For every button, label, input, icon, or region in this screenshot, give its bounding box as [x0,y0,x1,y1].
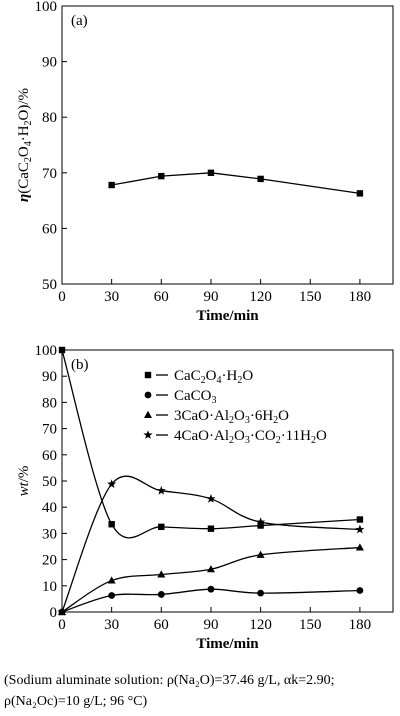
panel-b-xtick-label-2: 60 [154,617,169,633]
panel-a-ytick-label-0: 50 [42,277,57,293]
panel-a-panel-label: (a) [71,13,88,29]
panel-a-xtick-label-2: 60 [154,289,169,305]
legend-marker-0 [144,371,152,379]
legend-label-3: 4CaO·Al2O3·CO2·11H2O [174,428,327,446]
panel-a-point-1 [158,172,165,180]
panel-a-ytick-label-1: 60 [42,221,57,237]
panel-b-ytick-label-5: 50 [42,474,57,490]
panel-b-series-1-point-3 [207,585,215,593]
panel-b-series-3-point-3 [206,494,216,503]
panel-b-series-3-point-4 [256,517,266,527]
panel-b-series-line-0 [61,349,360,539]
panel-b-chart: 0 30 60 90 120 150 180 0 10 20 30 40 50 60 70 80 90 100 Ti… [16,343,394,652]
panel-a-xtick-label-4: 120 [249,289,272,305]
panel-b-x-axis-label: Time/min [196,636,259,652]
panel-a-series-line [111,172,360,195]
panel-b-series-0-point-0 [58,346,66,354]
panel-b-series-1-point-2 [157,591,165,598]
legend-label-2: 3CaO·Al2O3·6H2O [174,408,289,426]
legend-marker-3 [143,430,153,439]
caption-line-2: ρ(Na₂Oc)=10 g/L; 96 °C) [4,694,148,709]
panel-a-plot-frame [61,5,394,285]
panel-b-xtick-label-4: 120 [249,617,272,633]
panel-b-ytick-label-7: 70 [42,422,57,438]
panel-b-y-axis-label: wt/% [16,466,32,497]
panel-b-xtick-label-0: 0 [58,617,66,633]
panel-b-series-3-point-1 [107,479,117,489]
panel-b-ytick-label-2: 20 [42,553,57,569]
panel-b-ytick-label-3: 30 [42,526,57,542]
figure-caption: (Sodium aluminate solution: ρ(Na₂O)=37.4… [4,670,396,712]
panel-a-point-4 [356,190,364,197]
panel-a-ytick-label-5: 100 [35,0,58,15]
panel-b-series-2-point-5 [355,543,364,551]
panel-b-ytick-label-8: 80 [42,395,57,411]
panel-b-series-3-point-2 [156,485,166,495]
panel-a-ytick-label-4: 90 [42,55,57,71]
panel-b-series-0-point-4 [257,522,264,529]
panel-a-ytick-label-2: 70 [42,166,57,182]
panel-b-series-2-point-3 [206,565,215,573]
legend-marker-2 [144,410,152,418]
panel-b-series-2-point-4 [256,550,265,558]
panel-b-series-2-point-2 [157,570,166,578]
panel-b-ytick-label-0: 0 [50,605,58,621]
panel-b-series-1-point-1 [108,592,116,599]
panel-b-series-1-point-4 [257,589,264,597]
panel-a-xtick-label-5: 150 [299,289,322,305]
panel-b-series-line-3 [61,475,360,613]
panel-b-xtick-label-5: 150 [299,617,322,633]
panel-a-xtick-label-6: 180 [349,289,372,305]
panel-b-xtick-label-6: 180 [349,617,372,633]
panel-b-series-3-point-0 [57,607,67,616]
panel-a-xtick-label-1: 30 [104,289,119,305]
panel-b-xtick-label-1: 30 [104,617,119,633]
panel-a-xtick-label-0: 0 [58,289,66,305]
panel-b-series-0-point-2 [158,523,165,531]
panel-b-ytick-label-9: 90 [42,369,57,385]
panel-b-ytick-label-10: 100 [35,343,58,359]
panel-b-series-0-point-5 [356,516,364,523]
panel-b-series-2-point-1 [107,576,116,584]
panel-b-series-0-point-1 [108,521,115,528]
panel-b-ytick-label-4: 40 [42,500,57,516]
legend-label-1: CaCO3 [174,388,217,406]
panel-a-y-axis-label: η(CaC2O4·H2O)/% [16,88,34,202]
panel-b-ytick-label-6: 60 [42,448,57,464]
panel-b-series-3-point-5 [355,524,365,534]
legend-label-0: CaC2O4·H2O [174,368,253,386]
panel-a-chart: 0 30 60 90 120 150 180 50 60 70 80 90 100 Time/min η(C… [16,0,394,324]
panel-a-x-axis-label: Time/min [196,308,259,324]
panel-b-ytick-label-1: 10 [42,579,57,595]
panel-a-ytick-label-3: 80 [42,110,57,126]
panel-b-series-0-point-3 [207,525,215,532]
panel-b-panel-label: (b) [71,357,89,373]
panel-b-series-1-point-5 [356,587,364,594]
panel-a-point-2 [207,169,215,176]
panel-b-xtick-label-3: 90 [203,617,218,633]
legend-marker-1 [144,391,152,399]
panel-a-point-3 [257,175,264,183]
panel-a-point-0 [108,181,115,189]
caption-line-1: (Sodium aluminate solution: ρ(Na₂O)=37.4… [4,673,335,688]
panel-a-xtick-label-3: 90 [203,289,218,305]
panel-b-series-line-2 [61,546,360,613]
